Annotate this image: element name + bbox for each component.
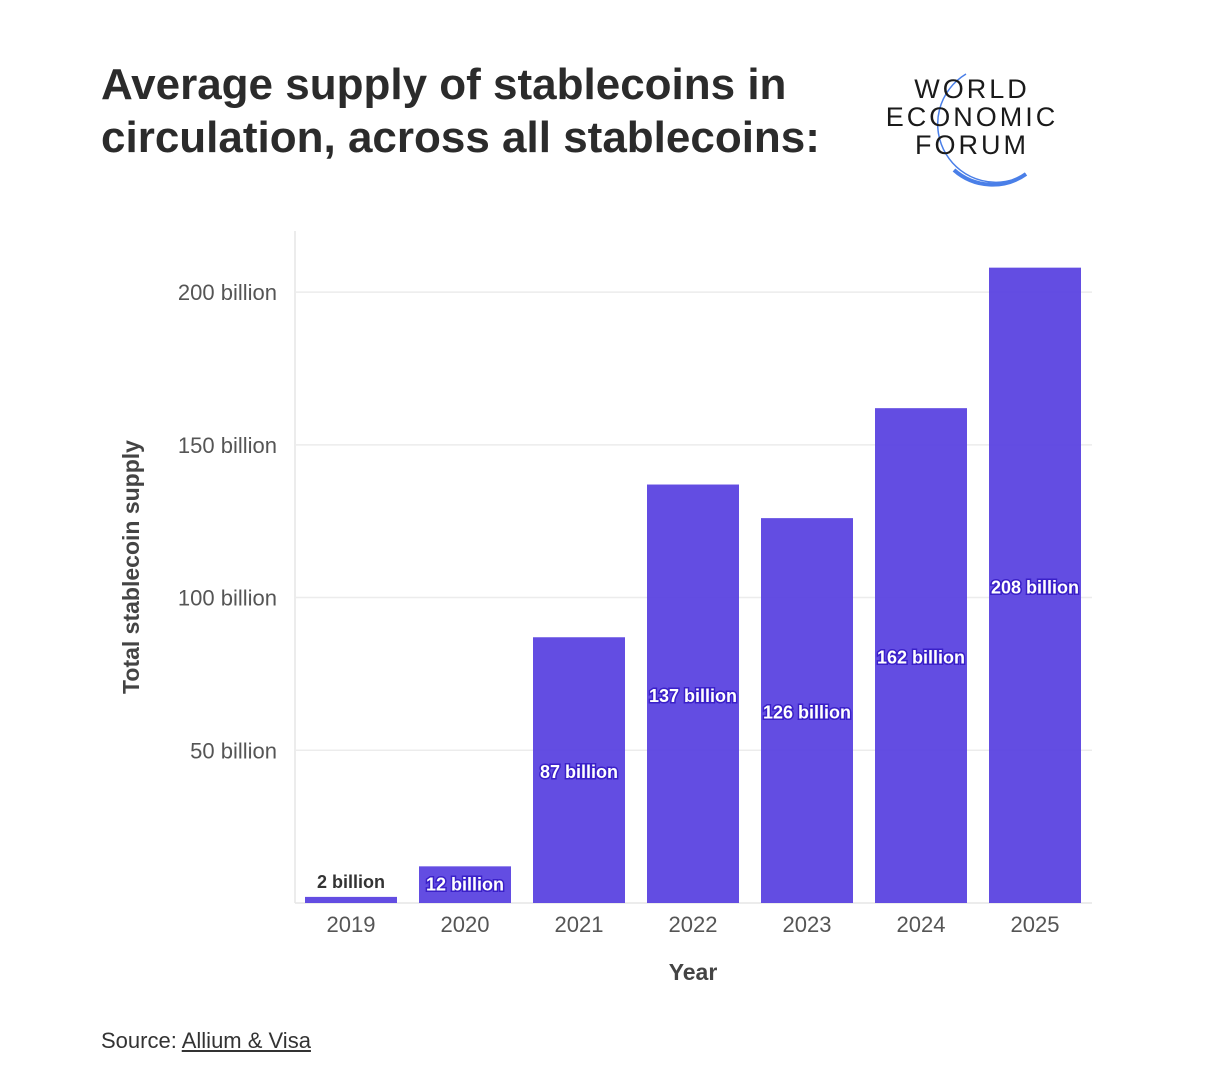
x-axis-title: Year [669, 959, 718, 985]
wef-logo: WORLD ECONOMIC FORUM [886, 73, 1059, 187]
bar-2024 [875, 408, 967, 903]
data-label: 137 billion [649, 686, 737, 706]
bar-2021 [533, 637, 625, 903]
x-tick-label: 2023 [783, 912, 832, 937]
svg-text:WORLD: WORLD [914, 74, 1030, 104]
bar-2025 [989, 267, 1081, 903]
x-tick-label: 2021 [555, 912, 604, 937]
y-tick-label: 150 billion [178, 433, 277, 458]
x-tick-label: 2024 [897, 912, 946, 937]
y-tick-label: 50 billion [190, 738, 277, 763]
data-label: 208 billion [991, 577, 1079, 597]
source-link[interactable]: Allium & Visa [181, 1028, 311, 1053]
x-tick-label: 2022 [669, 912, 718, 937]
chart-title: Average supply of stablecoins in circula… [101, 60, 820, 162]
y-tick-label: 100 billion [178, 586, 277, 611]
bar-2020 [419, 866, 511, 903]
bar-2019 [305, 896, 397, 903]
source-label: Source: [101, 1028, 177, 1053]
data-label: 162 billion [877, 648, 965, 668]
bar-2023 [761, 518, 853, 903]
data-label: 2 billion [317, 872, 385, 892]
x-tick-label: 2025 [1011, 912, 1060, 937]
data-label: 12 billion [426, 874, 504, 894]
svg-text:FORUM: FORUM [915, 130, 1029, 160]
source-note: Source: Allium & Visa [101, 1028, 311, 1054]
data-label: 126 billion [763, 703, 851, 723]
x-tick-label: 2020 [441, 912, 490, 937]
bar-2022 [647, 484, 739, 903]
x-tick-label: 2019 [327, 912, 376, 937]
y-axis-title: Total stablecoin supply [118, 440, 144, 694]
data-label: 87 billion [540, 762, 618, 782]
y-tick-label: 200 billion [178, 280, 277, 305]
bar-chart: 50 billion 100 billion 150 billion 200 bill… [118, 231, 1092, 985]
svg-text:ECONOMIC: ECONOMIC [886, 102, 1059, 132]
